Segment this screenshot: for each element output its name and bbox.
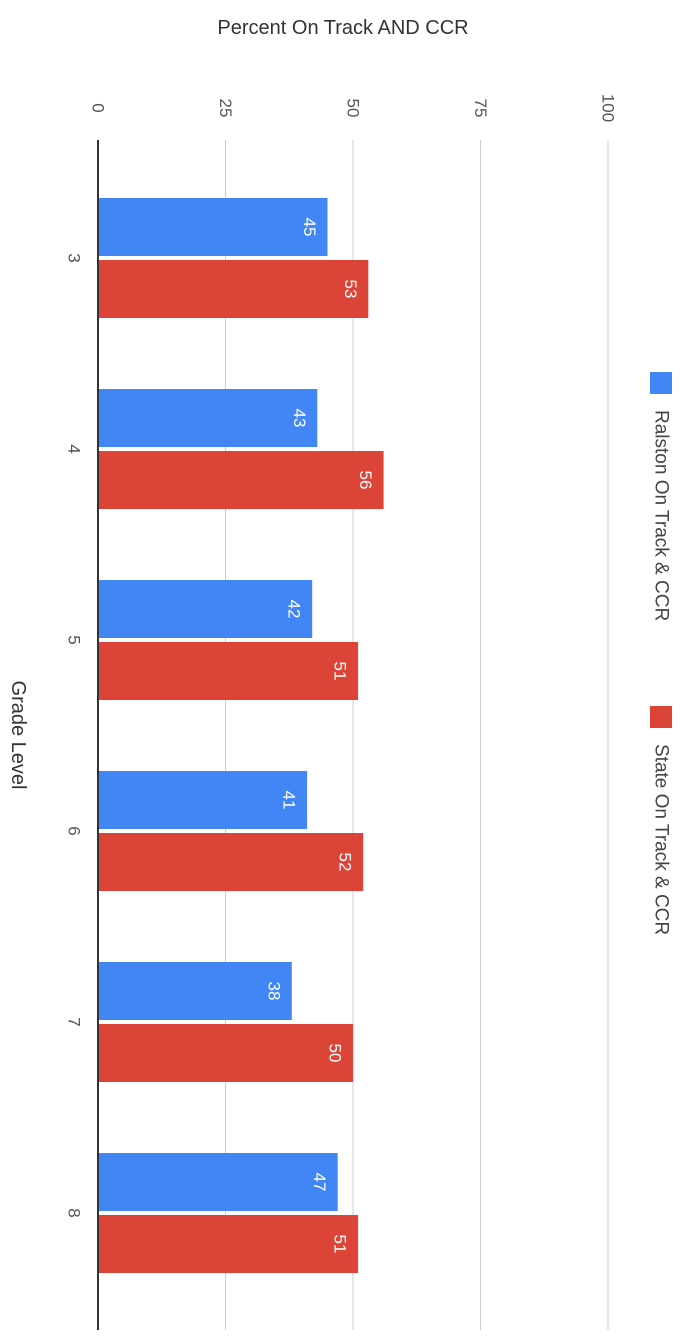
tick-label: 75 [471, 99, 490, 118]
category-label: 3 [65, 253, 84, 262]
bar[interactable] [98, 1215, 359, 1273]
legend-swatch [650, 706, 672, 728]
legend-label: Ralston On Track & CCR [651, 410, 672, 621]
data-label: 51 [331, 1235, 350, 1254]
data-label: 42 [285, 600, 304, 619]
data-label: 53 [341, 280, 360, 299]
bar[interactable] [98, 642, 359, 700]
bar[interactable] [98, 962, 292, 1020]
data-label: 52 [336, 853, 355, 872]
data-label: 43 [290, 409, 309, 428]
bar[interactable] [98, 1024, 353, 1082]
bars: 45 53 43 56 42 51 41 52 38 50 47 51 [98, 198, 384, 1273]
tick-label: 50 [344, 99, 363, 118]
category-label: 6 [65, 826, 84, 835]
bar[interactable] [98, 1153, 338, 1211]
bar[interactable] [98, 771, 308, 829]
tick-label: 25 [216, 99, 235, 118]
category-axis-labels: 3 4 5 6 7 8 [65, 253, 84, 1217]
tick-label: 100 [599, 94, 618, 122]
bar[interactable] [98, 833, 364, 891]
category-label: 4 [65, 444, 84, 453]
category-label: 5 [65, 635, 84, 644]
data-label: 50 [326, 1044, 345, 1063]
category-label: 7 [65, 1017, 84, 1026]
tick-label: 0 [89, 103, 108, 112]
bar[interactable] [98, 260, 369, 318]
bar[interactable] [98, 198, 328, 256]
category-axis-title: Grade Level [7, 681, 29, 790]
category-label: 8 [65, 1208, 84, 1217]
value-axis-ticks: 0 25 50 75 100 [89, 94, 618, 122]
data-label: 51 [331, 662, 350, 681]
chart-title: Percent On Track AND CCR [217, 17, 468, 39]
legend[interactable]: Ralston On Track & CCR State On Track & C… [650, 372, 672, 935]
bar[interactable] [98, 389, 318, 447]
bar[interactable] [98, 580, 313, 638]
data-label: 41 [280, 791, 299, 810]
bar[interactable] [98, 451, 384, 509]
data-label: 38 [264, 982, 283, 1001]
data-label: 56 [356, 471, 375, 490]
data-label: 47 [310, 1173, 329, 1192]
legend-label: State On Track & CCR [651, 744, 672, 935]
legend-swatch [650, 372, 672, 394]
gridlines [225, 140, 609, 1330]
data-label: 45 [300, 218, 319, 237]
